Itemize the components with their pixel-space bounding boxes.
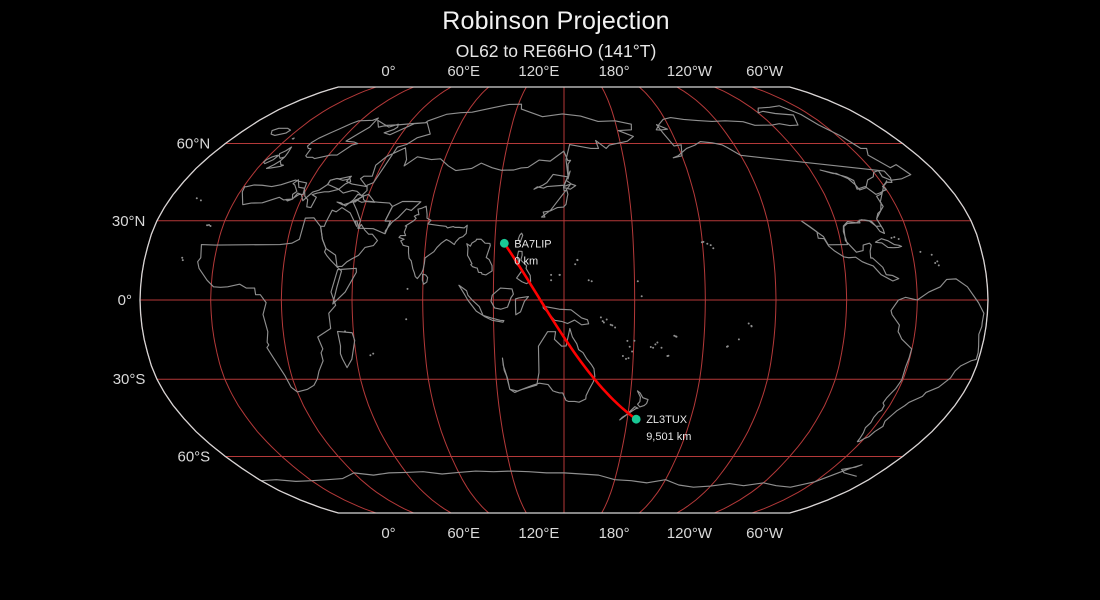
svg-text:ZL3TUX: ZL3TUX — [646, 414, 688, 426]
svg-text:60°N: 60°N — [177, 136, 211, 153]
svg-text:120°W: 120°W — [667, 63, 713, 80]
svg-text:30°S: 30°S — [113, 371, 146, 388]
svg-text:0 km: 0 km — [514, 255, 538, 267]
svg-text:9,501 km: 9,501 km — [646, 431, 691, 443]
svg-text:BA7LIP: BA7LIP — [514, 238, 551, 250]
svg-text:0°: 0° — [118, 292, 132, 309]
svg-text:60°S: 60°S — [177, 449, 210, 466]
svg-text:180°: 180° — [599, 525, 630, 542]
svg-text:120°W: 120°W — [667, 525, 713, 542]
svg-text:60°E: 60°E — [447, 63, 480, 80]
svg-text:120°E: 120°E — [518, 525, 559, 542]
svg-text:30°N: 30°N — [112, 213, 146, 230]
svg-text:60°E: 60°E — [447, 525, 480, 542]
svg-text:120°E: 120°E — [518, 63, 559, 80]
svg-text:0°: 0° — [381, 63, 395, 80]
svg-text:60°W: 60°W — [746, 525, 784, 542]
svg-text:60°W: 60°W — [746, 63, 784, 80]
svg-text:180°: 180° — [599, 63, 630, 80]
svg-text:0°: 0° — [381, 525, 395, 542]
